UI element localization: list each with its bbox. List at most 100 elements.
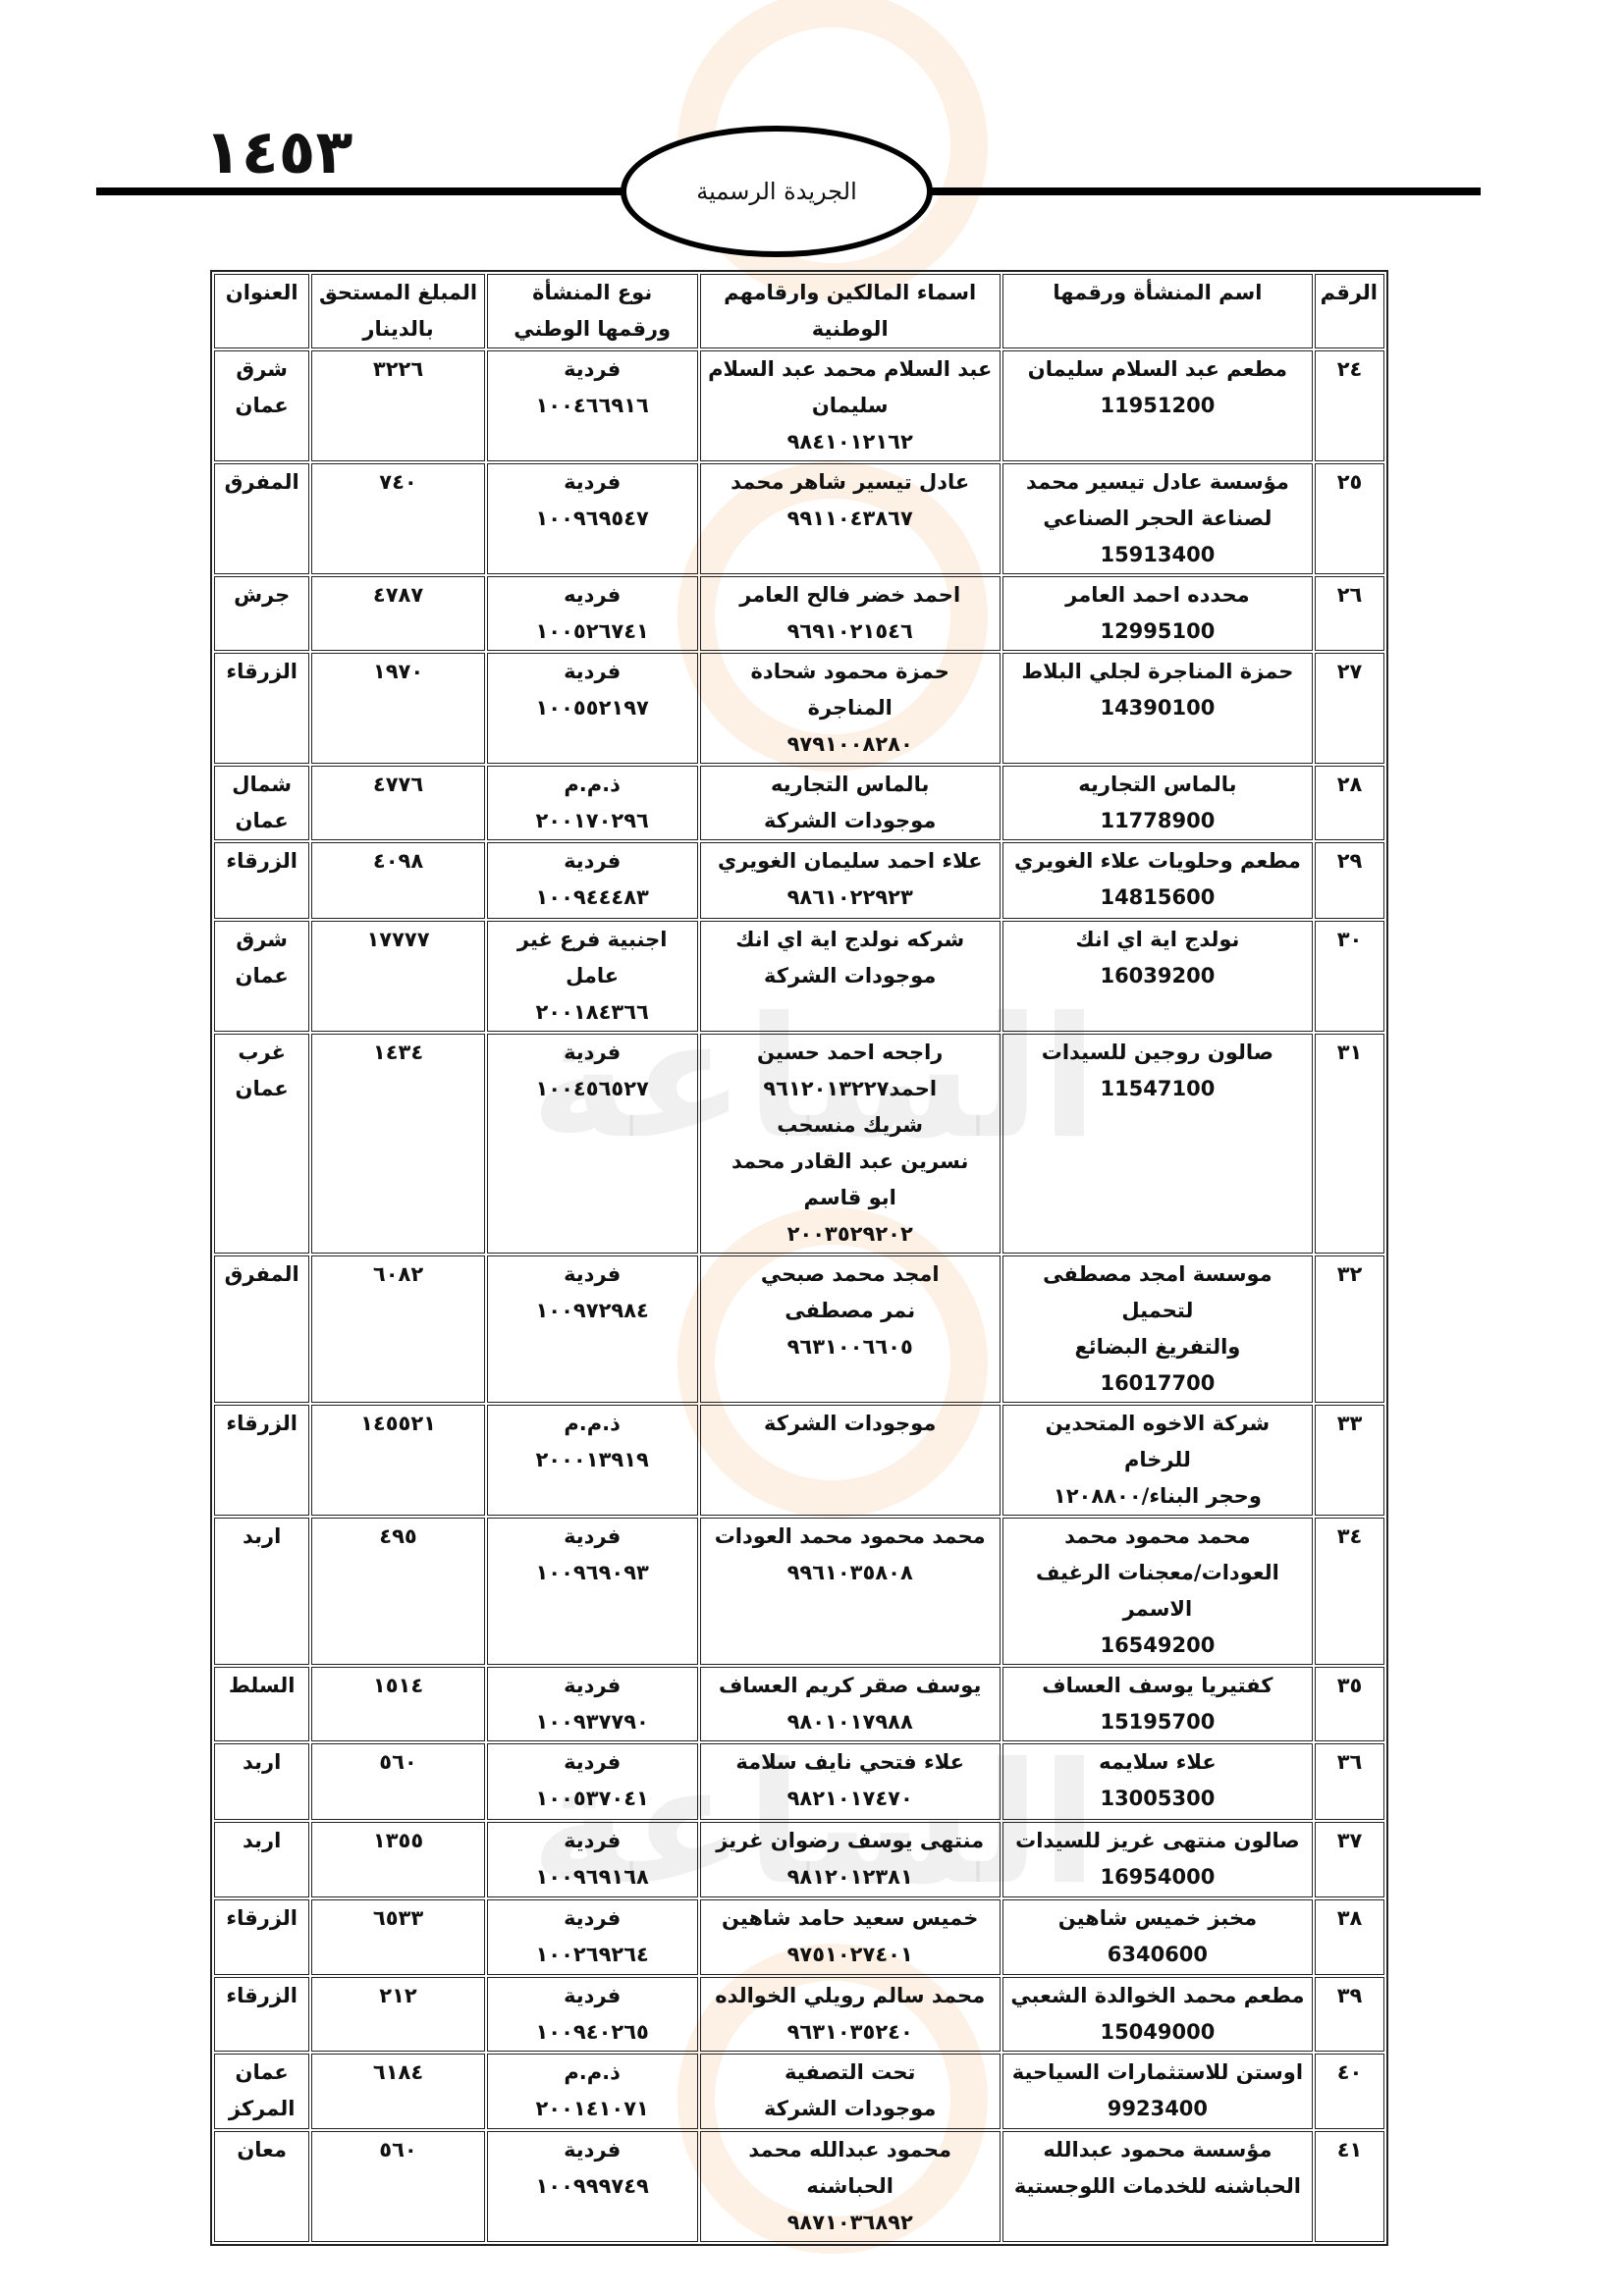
cell-type: فردية ١٠٠٥٥٢١٩٧ xyxy=(486,653,698,764)
cell-type: ذ.م.م ٢٠٠١٤١٠٧١ xyxy=(486,2054,698,2129)
table-row: ٢٦ محدده احمد العامر 12995100 احمد خضر فال… xyxy=(214,576,1384,651)
cell-amount: ١٩٧٠ xyxy=(311,653,485,764)
cell-owners: موجودات الشركة xyxy=(699,1405,1001,1516)
table-header-row: الرقم اسم المنشأة ورقمها اسماء المالكين … xyxy=(214,274,1384,348)
cell-amount: ١٤٣٤ xyxy=(311,1034,485,1254)
cell-owners: محمد محمود محمد العودات ٩٩٦١٠٣٥٨٠٨ xyxy=(699,1518,1001,1665)
cell-type: اجنبية فرع غير عامل ٢٠٠١٨٤٣٦٦ xyxy=(486,921,698,1032)
companies-table: الرقم اسم المنشأة ورقمها اسماء المالكين … xyxy=(210,270,1388,2246)
cell-owners: تحت التصفية موجودات الشركة xyxy=(699,2054,1001,2129)
cell-establishment-name: اوستن للاستثمارات السياحية 9923400 xyxy=(1001,2054,1314,2129)
cell-address: السلط xyxy=(214,1667,310,1741)
cell-establishment-name: مطعم محمد الخوالدة الشعبي 15049000 xyxy=(1001,1977,1314,2052)
cell-number: ٤٠ xyxy=(1315,2054,1384,2129)
cell-type: ذ.م.م ٢٠٠٠١٣٩١٩ xyxy=(486,1405,698,1516)
page-number: ١٤٥٣ xyxy=(204,116,353,187)
cell-number: ٣٥ xyxy=(1315,1667,1384,1741)
table-row: ٣٧ صالون منتهى غريز للسيدات 16954000 منتهى… xyxy=(214,1822,1384,1897)
cell-amount: ٥٦٠ xyxy=(311,2131,485,2242)
cell-owners: خميس سعيد حامد شاهين ٩٧٥١٠٢٧٤٠١ xyxy=(699,1899,1001,1975)
col-header-address: العنوان xyxy=(214,274,310,348)
cell-number: ٣٣ xyxy=(1315,1405,1384,1516)
cell-type: فرديه ١٠٠٥٢٦٧٤١ xyxy=(486,576,698,651)
table-row: ٤١ مؤسسة محمود عبدالله الحباشنه للخدمات ا… xyxy=(214,2131,1384,2242)
cell-number: ٢٨ xyxy=(1315,766,1384,840)
table-row: ٣٨ مخبز خميس شاهين 6340600 خميس سعيد حامد … xyxy=(214,1899,1384,1975)
cell-type: فردية ١٠٠٩٤٤٤٨٣ xyxy=(486,842,698,919)
cell-number: ٢٧ xyxy=(1315,653,1384,764)
cell-owners: شركه نولدج اية اي انك موجودات الشركة xyxy=(699,921,1001,1032)
cell-address: المفرق xyxy=(214,1255,310,1403)
table-row: ٤٠ اوستن للاستثمارات السياحية 9923400 تحت … xyxy=(214,2054,1384,2129)
cell-amount: ٦٥٣٣ xyxy=(311,1899,485,1975)
table-row: ٢٩ مطعم وحلويات علاء الغويري 14815600 علاء… xyxy=(214,842,1384,919)
cell-establishment-name: محمد محمود محمد العودات/معجنات الرغيف ال… xyxy=(1001,1518,1314,1665)
cell-type: فردية ١٠٠٩٦٩١٦٨ xyxy=(486,1822,698,1897)
cell-address: الزرقاء xyxy=(214,842,310,919)
cell-amount: ١٧٧٧٧ xyxy=(311,921,485,1032)
cell-establishment-name: حمزة المناجرة لجلي البلاط 14390100 xyxy=(1001,653,1314,764)
cell-amount: ٦٠٨٢ xyxy=(311,1255,485,1403)
cell-owners: حمزة محمود شحادة المناجرة ٩٧٩١٠٠٨٢٨٠ xyxy=(699,653,1001,764)
cell-owners: منتهى يوسف رضوان غريز ٩٨١٢٠١٢٣٨١ xyxy=(699,1822,1001,1897)
cell-address: شرق عمان xyxy=(214,350,310,461)
cell-number: ٢٥ xyxy=(1315,463,1384,574)
cell-amount: ٣٢٢٦ xyxy=(311,350,485,461)
cell-owners: امجد محمد صبحي نمر مصطفى ٩٦٣١٠٠٦٦٠٥ xyxy=(699,1255,1001,1403)
cell-number: ٣٩ xyxy=(1315,1977,1384,2052)
col-header-number: الرقم xyxy=(1315,274,1384,348)
cell-owners: عبد السلام محمد عبد السلام سليمان ٩٨٤١٠١… xyxy=(699,350,1001,461)
cell-amount: ١٥١٤ xyxy=(311,1667,485,1741)
cell-establishment-name: موسسة امجد مصطفى لتحميل والتفريغ البضائع… xyxy=(1001,1255,1314,1403)
cell-establishment-name: مؤسسة عادل تيسير محمد لصناعة الحجر الصنا… xyxy=(1001,463,1314,574)
cell-establishment-name: شركة الاخوه المتحدين للرخام وحجر البناء/… xyxy=(1001,1405,1314,1516)
cell-type: فردية ١٠٠٤٦٦٩١٦ xyxy=(486,350,698,461)
cell-number: ٣٧ xyxy=(1315,1822,1384,1897)
cell-establishment-name: صالون منتهى غريز للسيدات 16954000 xyxy=(1001,1822,1314,1897)
cell-type: فردية ١٠٠٩٤٠٢٦٥ xyxy=(486,1977,698,2052)
col-header-type: نوع المنشأة ورقمها الوطني xyxy=(486,274,698,348)
cell-number: ٣٢ xyxy=(1315,1255,1384,1403)
cell-type: فردية ١٠٠٩٧٢٩٨٤ xyxy=(486,1255,698,1403)
cell-address: اربد xyxy=(214,1743,310,1820)
cell-amount: ١٣٥٥ xyxy=(311,1822,485,1897)
cell-address: عمان المركز xyxy=(214,2054,310,2129)
cell-amount: ٧٤٠ xyxy=(311,463,485,574)
cell-type: فردية ١٠٠٩٦٩٥٤٧ xyxy=(486,463,698,574)
table-row: ٢٧ حمزة المناجرة لجلي البلاط 14390100 حمزة… xyxy=(214,653,1384,764)
cell-number: ٢٤ xyxy=(1315,350,1384,461)
col-header-amount: المبلغ المستحق بالدينار xyxy=(311,274,485,348)
cell-amount: ٤٧٨٧ xyxy=(311,576,485,651)
cell-number: ٢٦ xyxy=(1315,576,1384,651)
cell-amount: ٤٠٩٨ xyxy=(311,842,485,919)
cell-establishment-name: كفتيريا يوسف العساف 15195700 xyxy=(1001,1667,1314,1741)
cell-address: المفرق xyxy=(214,463,310,574)
cell-establishment-name: مخبز خميس شاهين 6340600 xyxy=(1001,1899,1314,1975)
cell-establishment-name: بالماس التجاريه 11778900 xyxy=(1001,766,1314,840)
cell-address: الزرقاء xyxy=(214,1405,310,1516)
cell-owners: علاء فتحي نايف سلامة ٩٨٢١٠١٧٤٧٠ xyxy=(699,1743,1001,1820)
table-row: ٣٢ موسسة امجد مصطفى لتحميل والتفريغ البضا… xyxy=(214,1255,1384,1403)
cell-amount: ٥٦٠ xyxy=(311,1743,485,1820)
cell-amount: ٤٩٥ xyxy=(311,1518,485,1665)
table-row: ٣٠ نولدج اية اي انك 16039200 شركه نولدج اي… xyxy=(214,921,1384,1032)
cell-owners: محمد سالم رويلي الخوالده ٩٦٣١٠٣٥٢٤٠ xyxy=(699,1977,1001,2052)
cell-type: فردية ١٠٠٩٩٩٧٤٩ xyxy=(486,2131,698,2242)
table-row: ٢٥ مؤسسة عادل تيسير محمد لصناعة الحجر الص… xyxy=(214,463,1384,574)
cell-type: فردية ١٠٠٢٦٩٢٦٤ xyxy=(486,1899,698,1975)
cell-number: ٣٠ xyxy=(1315,921,1384,1032)
table-row: ٢٤ مطعم عبد السلام سليمان 11951200 عبد الس… xyxy=(214,350,1384,461)
cell-number: ٣٨ xyxy=(1315,1899,1384,1975)
cell-address: غرب عمان xyxy=(214,1034,310,1254)
cell-amount: ٦١٨٤ xyxy=(311,2054,485,2129)
table-row: ٣٩ مطعم محمد الخوالدة الشعبي 15049000 محمد… xyxy=(214,1977,1384,2052)
gazette-title: الجريدة الرسمية xyxy=(696,178,857,205)
cell-address: شمال عمان xyxy=(214,766,310,840)
cell-type: فردية ١٠٠٩٦٩٠٩٣ xyxy=(486,1518,698,1665)
cell-establishment-name: نولدج اية اي انك 16039200 xyxy=(1001,921,1314,1032)
cell-number: ٤١ xyxy=(1315,2131,1384,2242)
cell-address: معان xyxy=(214,2131,310,2242)
table-row: ٣١ صالون روجين للسيدات 11547100 راجحه احمد… xyxy=(214,1034,1384,1254)
cell-owners: يوسف صقر كريم العساف ٩٨٠١٠١٧٩٨٨ xyxy=(699,1667,1001,1741)
cell-address: اربد xyxy=(214,1518,310,1665)
